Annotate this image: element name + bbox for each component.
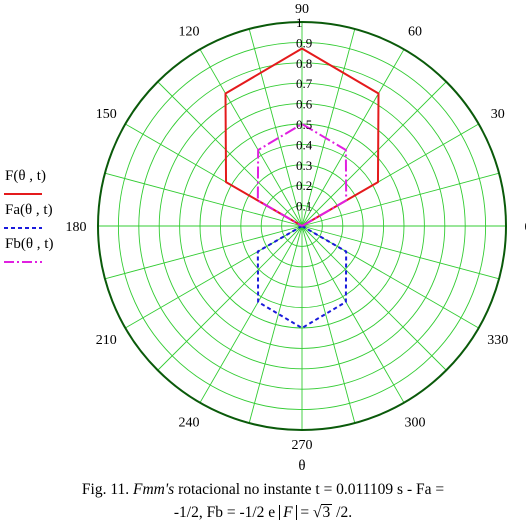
caption-fig-label: Fig. 11.: [81, 481, 133, 498]
legend-label-f: F(θ , t): [5, 168, 46, 184]
angle-tick-label: 330: [487, 333, 508, 348]
caption-sqrt-arg: 3: [320, 504, 333, 521]
caption-line1-rest: rotacional no instante t = 0.011109 s - …: [174, 481, 445, 498]
grid-spoke: [301, 28, 356, 227]
legend: F(θ , t) Fa(θ , t) Fb(θ , t): [2, 168, 72, 270]
caption-abs-f: F: [279, 505, 297, 520]
caption-equals: =: [296, 504, 314, 521]
radial-tick-label: 0.6: [296, 97, 313, 112]
grid-spoke: [199, 225, 303, 403]
grid-spoke: [199, 49, 303, 227]
angle-axis-label: θ: [298, 458, 305, 472]
angle-tick-label: 150: [96, 107, 117, 122]
grid-spoke: [301, 225, 500, 280]
radial-tick-label: 0.9: [296, 35, 312, 50]
caption-radical: √: [313, 504, 322, 521]
grid-spoke: [157, 81, 303, 227]
grid-spoke: [104, 172, 303, 227]
angle-tick-label: 270: [292, 438, 313, 453]
radial-tick-label: 0.3: [296, 158, 312, 173]
angle-tick-label: 180: [66, 220, 87, 235]
grid-spoke: [157, 225, 303, 371]
radial-tick-label: 1: [296, 15, 303, 30]
angle-tick-label: 60: [408, 24, 422, 39]
legend-swatch-f: [4, 193, 42, 195]
caption-emphasis: Fmm's: [133, 481, 175, 498]
caption-line-2: -1/2, Fb = -1/2 e F = √3 /2.: [0, 501, 526, 524]
caption-line2-start: -1/2, Fb = -1/2 e: [173, 504, 280, 521]
tick-labels: 0.1 0.2 0.3 0.4 0.5 0.6 0.7 0.8 0.9 1 0 30 60 90 120 15…: [66, 2, 526, 472]
grid-spoke: [301, 225, 447, 371]
grid-spoke: [301, 225, 479, 329]
legend-item-f: F(θ , t): [2, 168, 72, 202]
radial-tick-label: 0.2: [296, 178, 312, 193]
polar-chart: 0.1 0.2 0.3 0.4 0.5 0.6 0.7 0.8 0.9 1 0 30 60 90 120 15…: [66, 2, 526, 472]
radial-tick-label: 0.5: [296, 117, 312, 132]
grid-spoke: [301, 81, 447, 227]
angle-tick-label: 30: [491, 107, 505, 122]
angle-tick-label: 90: [295, 2, 309, 17]
grid-spoke: [301, 172, 500, 227]
legend-item-fb: Fb(θ , t): [2, 236, 72, 270]
series-layer: [224, 47, 380, 329]
legend-swatch-fb: [4, 261, 42, 263]
angle-tick-label: 120: [179, 24, 200, 39]
angle-tick-label: 0: [525, 220, 526, 235]
radial-tick-label: 0.8: [296, 56, 312, 71]
series-f: [224, 47, 380, 227]
legend-swatch-fa: [4, 227, 42, 229]
series-fa: [256, 225, 348, 329]
angle-tick-label: 210: [96, 333, 117, 348]
grid-spoke: [248, 225, 303, 424]
grid-spoke: [125, 225, 303, 329]
grid-spoke: [301, 225, 356, 424]
polar-grid: [97, 21, 507, 431]
caption-line-1: Fig. 11. Fmm's rotacional no instante t …: [0, 478, 526, 501]
legend-item-fa: Fa(θ , t): [2, 202, 72, 236]
grid-spoke: [301, 49, 405, 227]
grid-spoke: [248, 28, 303, 227]
grid-spoke: [301, 225, 405, 403]
series-fb: [256, 123, 348, 227]
angle-tick-label: 240: [179, 416, 200, 431]
radial-tick-label: 0.1: [296, 199, 312, 214]
radial-tick-label: 0.4: [296, 137, 313, 152]
grid-spoke: [104, 225, 303, 280]
caption-line2-end: /2.: [332, 504, 353, 521]
outer-circle: [97, 21, 507, 431]
legend-label-fb: Fb(θ , t): [5, 236, 54, 252]
radial-tick-label: 0.7: [296, 76, 313, 91]
legend-label-fa: Fa(θ , t): [5, 202, 53, 218]
figure-caption: Fig. 11. Fmm's rotacional no instante t …: [0, 478, 526, 524]
angle-tick-label: 300: [405, 416, 426, 431]
